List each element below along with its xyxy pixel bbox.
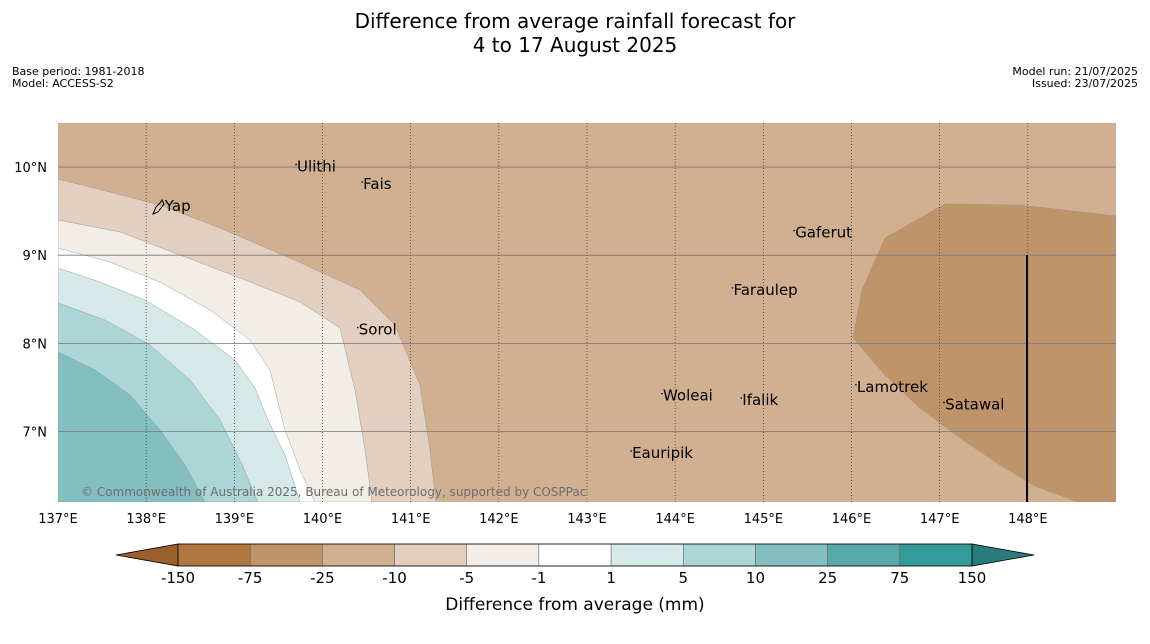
region-plus10-25 bbox=[58, 351, 206, 502]
colorbar-tick-label: -10 bbox=[382, 569, 407, 587]
place-marker bbox=[731, 287, 734, 289]
place-marker bbox=[943, 401, 945, 404]
place-label: Woleai bbox=[663, 387, 713, 405]
colorbar: -150 -75 -25 -10 -5 -1 1 5 10 25 75 150 Difference … bbox=[115, 543, 1035, 615]
place-label: Eauripik bbox=[632, 444, 693, 462]
colorbar-tick-label: -150 bbox=[161, 569, 195, 587]
place-label: Ulithi bbox=[297, 157, 336, 175]
place-marker bbox=[661, 392, 663, 395]
x-tick-label: 140°E bbox=[303, 512, 343, 527]
colorbar-bin bbox=[538, 543, 612, 567]
x-tick-label: 142°E bbox=[479, 512, 519, 527]
colorbar-bin bbox=[610, 543, 684, 567]
base-period-text: Base period: 1981-2018 bbox=[12, 65, 145, 78]
place-label: Satawal bbox=[945, 395, 1004, 413]
place-label: Lamotrek bbox=[857, 378, 928, 396]
colorbar-tick-label: 5 bbox=[678, 569, 688, 587]
colorbar-tick-label: 25 bbox=[818, 569, 837, 587]
x-tick-label: 139°E bbox=[215, 512, 255, 527]
colorbar-title: Difference from average (mm) bbox=[445, 595, 704, 615]
colorbar-bin bbox=[322, 543, 395, 567]
place-marker bbox=[630, 450, 632, 452]
x-tick-label: 141°E bbox=[391, 512, 431, 527]
colorbar-over-arrow bbox=[971, 543, 1035, 567]
colorbar-tick-label: 10 bbox=[746, 569, 765, 587]
model-run-text: Model run: 21/07/2025 bbox=[1012, 65, 1138, 78]
colorbar-tick-label: 150 bbox=[958, 569, 987, 587]
model-text: Model: ACCESS-S2 bbox=[12, 77, 114, 90]
y-tick-label: 10°N bbox=[14, 161, 47, 176]
colorbar-under-arrow bbox=[115, 543, 179, 567]
colorbar-tick-label: 1 bbox=[606, 569, 616, 587]
colorbar-bin bbox=[466, 543, 540, 567]
place-labels: Yap Ulithi Fais Gaferut Faraulep Sorol Lamotre… bbox=[163, 157, 1004, 462]
colorbar-tick-label: -1 bbox=[531, 569, 546, 587]
colorbar-bin bbox=[755, 543, 828, 567]
colorbar-labels: -150 -75 -25 -10 -5 -1 1 5 10 25 75 150 bbox=[161, 569, 986, 587]
place-label: Sorol bbox=[359, 321, 397, 339]
place-marker bbox=[793, 229, 795, 232]
colorbar-bin bbox=[827, 543, 901, 567]
title-line-2: 4 to 17 August 2025 bbox=[472, 33, 678, 57]
y-tick-label: 8°N bbox=[23, 337, 48, 352]
colorbar-tick-label: -5 bbox=[459, 569, 474, 587]
colorbar-bins bbox=[115, 543, 1035, 567]
place-label: Fais bbox=[363, 175, 392, 193]
title-line-1: Difference from average rainfall forecas… bbox=[354, 9, 796, 33]
place-marker bbox=[295, 163, 297, 166]
meta-left: Base period: 1981-2018 Model: ACCESS-S2 bbox=[12, 66, 144, 90]
x-axis: 137°E 138°E 139°E 140°E 141°E 142°E 143°E 144°E… bbox=[38, 512, 1047, 527]
colorbar-tick-label: -25 bbox=[310, 569, 335, 587]
x-tick-label: 148°E bbox=[1008, 512, 1048, 527]
meta-right: Model run: 21/07/2025 Issued: 23/07/2025 bbox=[1012, 66, 1138, 90]
place-label: Ifalik bbox=[742, 391, 778, 409]
x-tick-label: 145°E bbox=[744, 512, 784, 527]
place-label: Yap bbox=[164, 197, 191, 215]
place-marker bbox=[356, 326, 359, 329]
colorbar-bin bbox=[177, 543, 251, 567]
place-marker bbox=[361, 181, 363, 183]
colorbar-bin bbox=[683, 543, 756, 567]
colorbar-tick-label: 75 bbox=[890, 569, 909, 587]
colorbar-bin bbox=[899, 543, 973, 567]
colorbar-bin bbox=[394, 543, 467, 567]
issued-text: Issued: 23/07/2025 bbox=[1031, 77, 1138, 90]
place-marker bbox=[855, 384, 857, 386]
x-tick-label: 146°E bbox=[832, 512, 872, 527]
colorbar-bin bbox=[249, 543, 323, 567]
place-marker bbox=[740, 397, 743, 399]
x-tick-label: 138°E bbox=[126, 512, 166, 527]
y-tick-label: 7°N bbox=[23, 425, 48, 440]
y-tick-label: 9°N bbox=[23, 249, 48, 264]
x-tick-label: 137°E bbox=[38, 512, 78, 527]
contour-layer: Yap Ulithi Fais Gaferut Faraulep Sorol Lamotre… bbox=[58, 123, 1116, 502]
copyright-text: © Commonwealth of Australia 2025, Bureau… bbox=[81, 485, 586, 499]
grid-lines bbox=[58, 123, 1116, 502]
x-tick-label: 144°E bbox=[655, 512, 695, 527]
x-tick-label: 147°E bbox=[920, 512, 960, 527]
chart-title: Difference from average rainfall forecas… bbox=[0, 9, 1150, 57]
place-label: Gaferut bbox=[795, 224, 852, 242]
place-label: Faraulep bbox=[733, 281, 797, 299]
y-axis: 10°N 9°N 8°N 7°N bbox=[14, 161, 47, 440]
x-tick-label: 143°E bbox=[567, 512, 607, 527]
yap-island-shape bbox=[152, 199, 165, 215]
colorbar-tick-label: -75 bbox=[238, 569, 263, 587]
colorbar-frame bbox=[177, 543, 973, 567]
region-minus75-25 bbox=[852, 203, 1116, 502]
